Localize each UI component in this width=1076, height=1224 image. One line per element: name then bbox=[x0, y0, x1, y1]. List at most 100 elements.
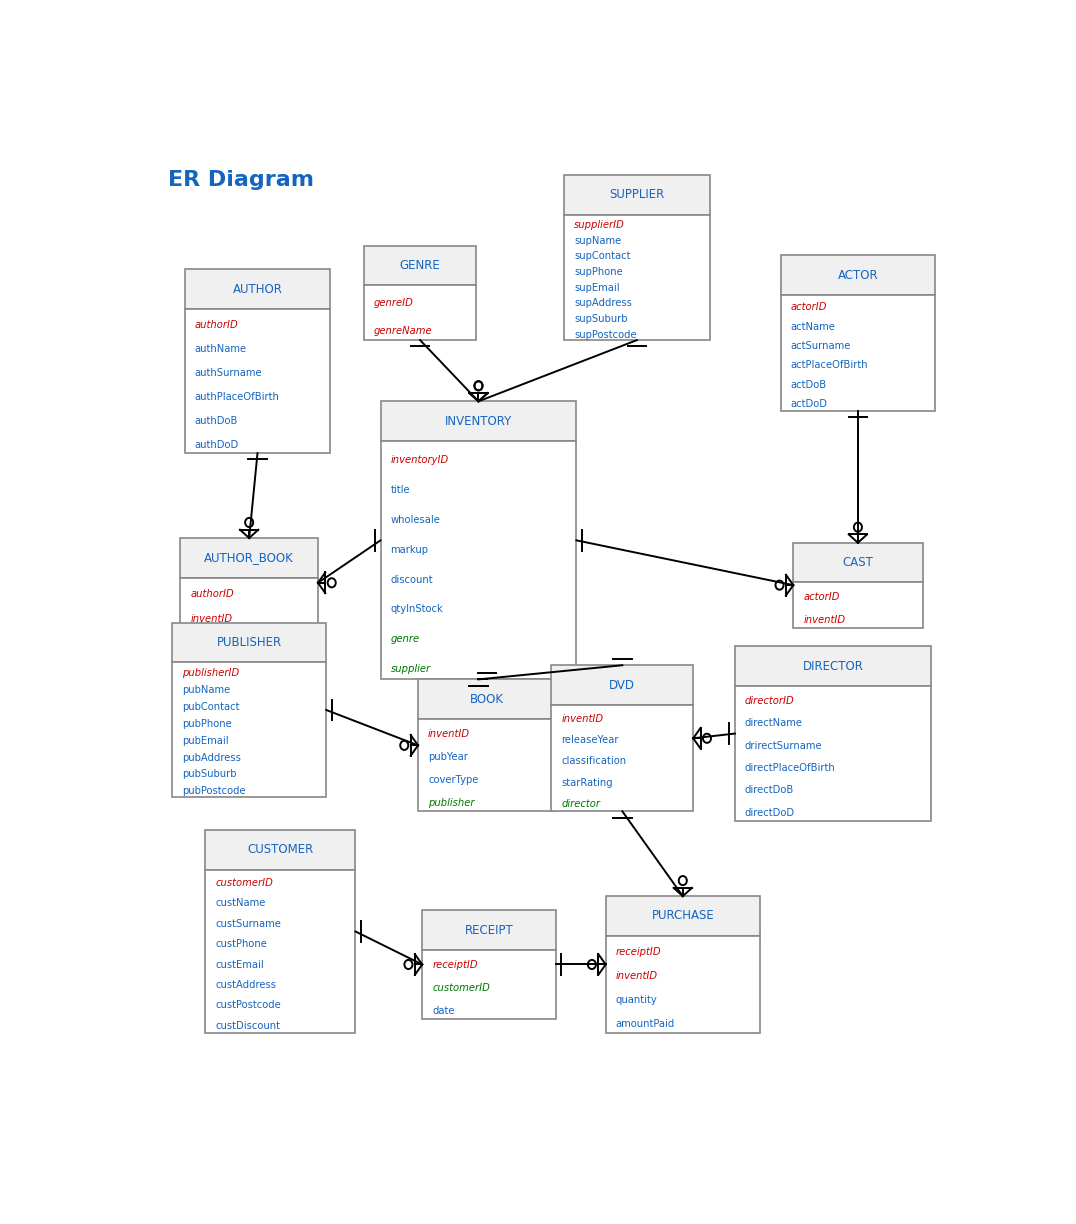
Text: supName: supName bbox=[574, 235, 621, 246]
Text: wholesale: wholesale bbox=[391, 515, 440, 525]
Text: actorID: actorID bbox=[804, 592, 839, 602]
Text: director: director bbox=[562, 799, 600, 809]
Text: title: title bbox=[391, 485, 410, 496]
Bar bbox=[381, 441, 577, 679]
Bar bbox=[552, 705, 693, 812]
Text: custDiscount: custDiscount bbox=[215, 1021, 281, 1031]
Text: supEmail: supEmail bbox=[574, 283, 620, 293]
Text: genreID: genreID bbox=[373, 299, 413, 308]
Text: coverType: coverType bbox=[428, 775, 479, 785]
Text: supPostcode: supPostcode bbox=[574, 329, 637, 339]
Bar bbox=[793, 583, 922, 628]
Bar bbox=[185, 269, 330, 308]
Text: pubPostcode: pubPostcode bbox=[182, 786, 245, 797]
Text: inventID: inventID bbox=[428, 730, 470, 739]
Text: discount: discount bbox=[391, 574, 434, 585]
Text: date: date bbox=[433, 1006, 455, 1016]
Bar bbox=[793, 542, 922, 583]
Text: PUBLISHER: PUBLISHER bbox=[216, 636, 282, 649]
Text: supplier: supplier bbox=[391, 663, 430, 674]
Text: pubAddress: pubAddress bbox=[182, 753, 241, 763]
Text: DVD: DVD bbox=[609, 678, 635, 692]
Text: actorID: actorID bbox=[791, 302, 827, 312]
Text: qtyInStock: qtyInStock bbox=[391, 605, 443, 614]
Text: inventID: inventID bbox=[562, 714, 604, 723]
Text: markup: markup bbox=[391, 545, 428, 554]
Text: AUTHOR_BOOK: AUTHOR_BOOK bbox=[204, 551, 294, 564]
Text: directDoD: directDoD bbox=[745, 808, 795, 818]
Text: PURCHASE: PURCHASE bbox=[651, 909, 714, 923]
Text: customerID: customerID bbox=[215, 878, 273, 887]
Text: starRating: starRating bbox=[562, 777, 613, 787]
Text: CUSTOMER: CUSTOMER bbox=[247, 843, 313, 857]
Text: inventID: inventID bbox=[190, 613, 232, 624]
Bar bbox=[206, 870, 355, 1033]
Text: authorID: authorID bbox=[190, 589, 235, 599]
Text: pubSuburb: pubSuburb bbox=[182, 770, 237, 780]
Bar bbox=[181, 539, 318, 578]
Text: supContact: supContact bbox=[574, 251, 631, 261]
Text: genre: genre bbox=[391, 634, 420, 644]
Bar bbox=[781, 295, 935, 411]
Text: pubPhone: pubPhone bbox=[182, 718, 231, 730]
Text: pubContact: pubContact bbox=[182, 703, 240, 712]
Text: authorID: authorID bbox=[195, 319, 238, 329]
Text: directDoB: directDoB bbox=[745, 786, 794, 796]
Text: actSurname: actSurname bbox=[791, 341, 851, 351]
Bar bbox=[181, 578, 318, 628]
Text: authSurname: authSurname bbox=[195, 367, 263, 378]
Bar bbox=[206, 830, 355, 870]
Text: actPlaceOfBirth: actPlaceOfBirth bbox=[791, 360, 868, 371]
Text: inventID: inventID bbox=[804, 614, 846, 624]
Text: receiptID: receiptID bbox=[433, 960, 478, 969]
Text: supPhone: supPhone bbox=[574, 267, 623, 277]
Text: ACTOR: ACTOR bbox=[837, 268, 878, 282]
Bar bbox=[417, 679, 555, 718]
Text: ER Diagram: ER Diagram bbox=[168, 170, 314, 191]
Bar bbox=[172, 662, 326, 797]
Text: pubYear: pubYear bbox=[428, 752, 468, 763]
Bar bbox=[422, 950, 555, 1018]
Text: directPlaceOfBirth: directPlaceOfBirth bbox=[745, 763, 836, 774]
Bar bbox=[172, 623, 326, 662]
Text: authName: authName bbox=[195, 344, 246, 354]
Text: genreName: genreName bbox=[373, 326, 433, 335]
Text: inventoryID: inventoryID bbox=[391, 455, 449, 465]
Text: GENRE: GENRE bbox=[400, 259, 440, 272]
Text: supSuburb: supSuburb bbox=[574, 313, 627, 324]
Text: supplierID: supplierID bbox=[574, 220, 625, 230]
Text: inventID: inventID bbox=[615, 971, 657, 980]
Text: releaseYear: releaseYear bbox=[562, 734, 619, 745]
Bar bbox=[552, 666, 693, 705]
Text: authDoD: authDoD bbox=[195, 439, 239, 449]
Text: SUPPLIER: SUPPLIER bbox=[609, 188, 665, 202]
Text: directorID: directorID bbox=[745, 695, 795, 705]
Text: publisherID: publisherID bbox=[182, 668, 239, 678]
Text: amountPaid: amountPaid bbox=[615, 1020, 675, 1029]
Text: quantity: quantity bbox=[615, 995, 657, 1005]
Text: custPostcode: custPostcode bbox=[215, 1000, 281, 1010]
Text: authDoB: authDoB bbox=[195, 416, 238, 426]
Bar bbox=[564, 175, 710, 214]
Text: custSurname: custSurname bbox=[215, 919, 281, 929]
Bar bbox=[185, 308, 330, 453]
Text: pubName: pubName bbox=[182, 685, 230, 695]
Bar bbox=[781, 256, 935, 295]
Text: custAddress: custAddress bbox=[215, 980, 277, 990]
Bar bbox=[564, 214, 710, 340]
Text: custPhone: custPhone bbox=[215, 939, 267, 949]
Text: publisher: publisher bbox=[428, 798, 475, 808]
Text: INVENTORY: INVENTORY bbox=[444, 415, 512, 427]
Text: RECEIPT: RECEIPT bbox=[465, 924, 513, 936]
Text: classification: classification bbox=[562, 756, 626, 766]
Text: custName: custName bbox=[215, 898, 266, 908]
Text: actDoD: actDoD bbox=[791, 399, 827, 409]
Text: actDoB: actDoB bbox=[791, 379, 826, 389]
Text: BOOK: BOOK bbox=[470, 693, 504, 706]
Bar bbox=[422, 911, 555, 950]
Text: custEmail: custEmail bbox=[215, 960, 264, 969]
Text: receiptID: receiptID bbox=[615, 946, 662, 956]
Bar bbox=[417, 718, 555, 812]
Bar bbox=[606, 935, 760, 1033]
Bar bbox=[606, 896, 760, 935]
